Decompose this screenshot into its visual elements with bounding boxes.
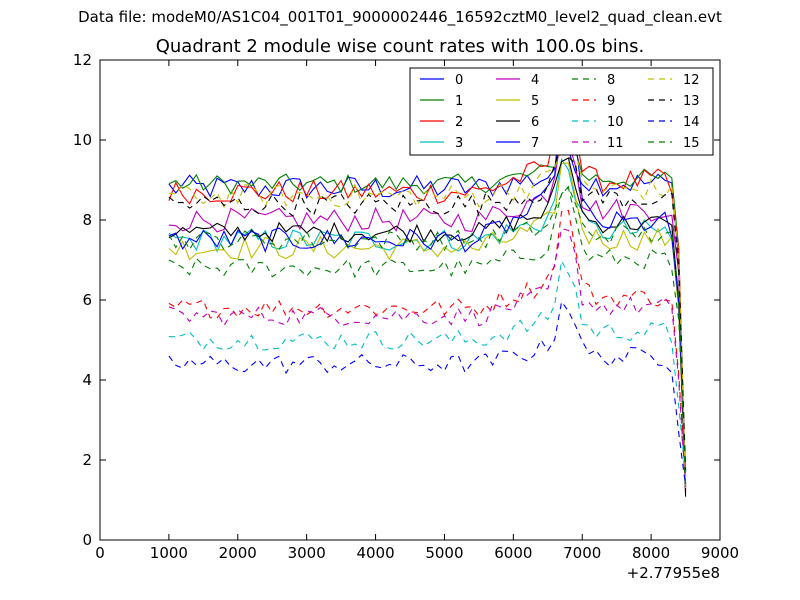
series-line-11 [168, 228, 687, 488]
series-line-2 [168, 101, 687, 491]
legend-label-15: 15 [683, 136, 700, 151]
x-tick-label: 1000 [150, 544, 188, 562]
series-line-3 [168, 157, 687, 478]
legend-label-11: 11 [607, 136, 624, 151]
legend-label-0: 0 [455, 73, 463, 88]
legend-box [409, 67, 714, 156]
y-tick-label: 12 [73, 51, 92, 69]
x-tick-label: 2000 [219, 544, 257, 562]
x-tick-label: 6000 [494, 544, 532, 562]
legend-label-3: 3 [455, 136, 463, 151]
y-tick-label: 8 [82, 211, 92, 229]
legend-label-8: 8 [607, 73, 615, 88]
legend-label-9: 9 [607, 94, 615, 109]
series-line-12 [168, 147, 687, 489]
x-tick-label: 9000 [701, 544, 739, 562]
series-line-7 [168, 84, 687, 472]
legend-label-14: 14 [683, 115, 700, 130]
x-tick-label: 3000 [288, 544, 326, 562]
series-group [168, 84, 687, 497]
y-tick-label: 6 [82, 291, 92, 309]
series-line-6 [168, 157, 687, 497]
legend-label-2: 2 [455, 115, 463, 130]
series-line-1 [168, 136, 687, 485]
legend-label-6: 6 [531, 115, 539, 130]
series-line-0 [168, 133, 687, 486]
legend-label-7: 7 [531, 136, 539, 151]
legend-label-10: 10 [607, 115, 624, 130]
y-tick-label: 2 [82, 451, 92, 469]
y-tick-label: 4 [82, 371, 92, 389]
figure-suptitle: Data file: modeM0/AS1C04_001T01_90000024… [78, 8, 722, 26]
series-line-10 [168, 259, 687, 476]
legend-label-1: 1 [455, 94, 463, 109]
series-line-9 [168, 209, 687, 477]
chart-title: Quadrant 2 module wise count rates with … [155, 36, 645, 57]
y-tick-label: 10 [73, 131, 92, 149]
legend-label-4: 4 [531, 73, 539, 88]
legend-label-5: 5 [531, 94, 539, 109]
series-line-15 [168, 185, 687, 488]
series-line-8 [168, 186, 687, 473]
legend-label-13: 13 [683, 94, 700, 109]
y-tick-label: 0 [82, 531, 92, 549]
x-tick-label: 0 [95, 544, 105, 562]
x-tick-label: 7000 [563, 544, 601, 562]
x-offset-label: +2.77955e8 [627, 564, 720, 582]
legend-label-12: 12 [683, 73, 700, 88]
series-line-14 [168, 300, 687, 487]
x-tick-label: 5000 [425, 544, 463, 562]
x-tick-label: 8000 [632, 544, 670, 562]
series-line-13 [168, 143, 687, 470]
x-tick-label: 4000 [356, 544, 394, 562]
